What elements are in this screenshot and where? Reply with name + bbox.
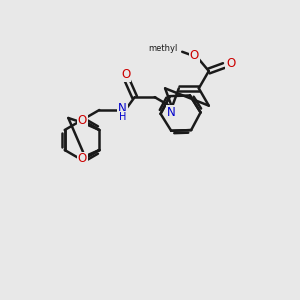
Text: O: O [226, 57, 236, 70]
Text: O: O [78, 115, 87, 128]
Text: N: N [167, 106, 175, 118]
Text: O: O [121, 68, 130, 81]
Text: H: H [118, 112, 126, 122]
Text: methyl: methyl [148, 44, 177, 53]
Text: N: N [118, 103, 127, 116]
Text: O: O [78, 152, 87, 166]
Text: O: O [190, 49, 199, 62]
